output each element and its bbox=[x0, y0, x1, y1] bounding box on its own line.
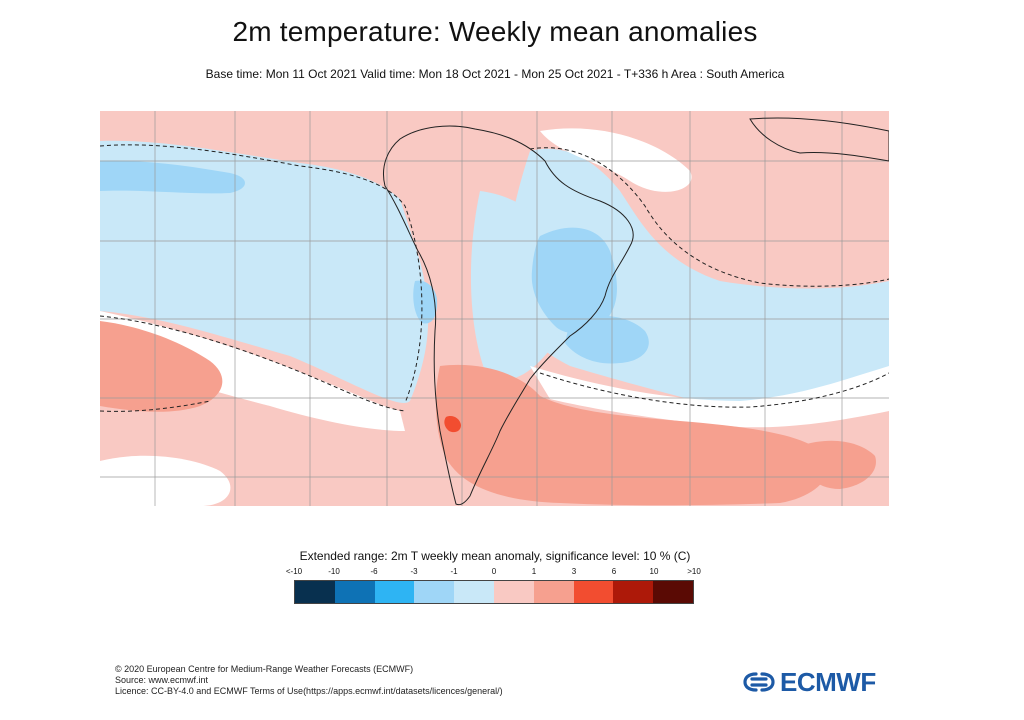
andes-hot-spot bbox=[444, 415, 461, 433]
ecmwf-logo: ECMWF bbox=[742, 666, 876, 697]
legend-tick: 6 bbox=[611, 567, 617, 576]
legend-tick: -6 bbox=[370, 567, 378, 576]
pacific-cool-patch bbox=[100, 160, 245, 194]
legend-ticks: <-10 -10 -6 -3 -1 0 1 3 6 10 >10 bbox=[274, 567, 714, 579]
chile-cool-patch bbox=[413, 280, 438, 324]
legend-swatch bbox=[613, 581, 654, 603]
chart-title: 2m temperature: Weekly mean anomalies bbox=[232, 16, 758, 47]
pacific-cool-region bbox=[100, 140, 429, 403]
south-america-coast bbox=[383, 125, 634, 506]
anomaly-map-svg bbox=[100, 111, 889, 506]
significance-contours bbox=[100, 144, 889, 412]
near-zero-band-south bbox=[530, 366, 889, 428]
legend-swatch bbox=[374, 581, 415, 603]
ecmwf-logo-text: ECMWF bbox=[780, 666, 876, 697]
legend-tick: -1 bbox=[450, 567, 458, 576]
licence-text: Licence: CC-BY-4.0 and ECMWF Terms of Us… bbox=[115, 686, 503, 696]
anomaly-map bbox=[100, 111, 889, 506]
legend-colorbar bbox=[294, 580, 694, 604]
patagonia-warm-region bbox=[435, 364, 828, 506]
legend-tick: 0 bbox=[491, 567, 497, 576]
brazil-cool-patch bbox=[531, 227, 617, 333]
near-zero-band-north bbox=[540, 128, 692, 192]
legend-tick: <-10 bbox=[285, 567, 303, 576]
coastlines bbox=[383, 117, 889, 506]
legend-tick: -3 bbox=[410, 567, 418, 576]
africa-coast bbox=[749, 117, 889, 162]
copyright-text: © 2020 European Centre for Medium-Range … bbox=[115, 664, 414, 674]
legend-title: Extended range: 2m T weekly mean anomaly… bbox=[299, 549, 691, 563]
legend-swatch bbox=[533, 581, 574, 603]
ecmwf-logo-icon bbox=[743, 672, 775, 692]
legend-swatch bbox=[414, 581, 455, 603]
southwest-pacific-warm-region bbox=[100, 321, 223, 412]
legend-tick: -10 bbox=[328, 567, 340, 576]
near-zero-band-pacific bbox=[100, 311, 405, 431]
near-zero-band-southwest bbox=[100, 455, 231, 506]
graticule bbox=[100, 111, 889, 506]
legend-swatch bbox=[454, 581, 494, 603]
legend-swatch bbox=[573, 581, 614, 603]
legend-swatch bbox=[295, 581, 335, 603]
legend-swatch bbox=[493, 581, 534, 603]
atlantic-cool-patch bbox=[565, 315, 649, 364]
legend-tick: 3 bbox=[571, 567, 577, 576]
legend-swatch bbox=[334, 581, 375, 603]
legend-swatch bbox=[653, 581, 693, 603]
source-text: Source: www.ecmwf.int bbox=[115, 675, 209, 685]
legend-tick: 1 bbox=[531, 567, 537, 576]
legend-tick: 10 bbox=[649, 567, 659, 576]
legend-tick: >10 bbox=[687, 567, 701, 576]
footer-credits: © 2020 European Centre for Medium-Range … bbox=[115, 664, 503, 697]
chart-subtitle: Base time: Mon 11 Oct 2021 Valid time: M… bbox=[205, 67, 785, 81]
